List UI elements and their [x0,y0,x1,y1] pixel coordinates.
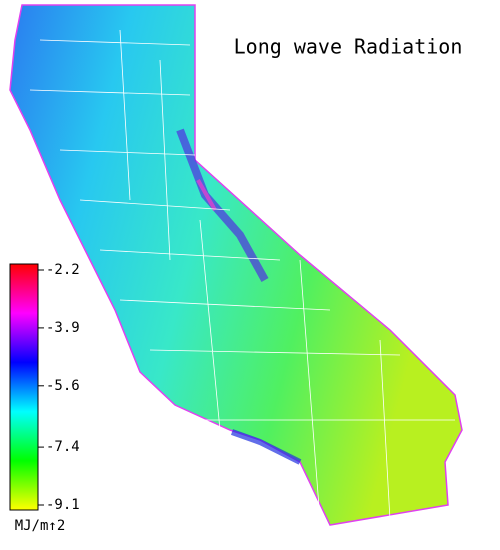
colorbar-tick-label: -5.6 [46,378,80,394]
sierra-band [176,128,269,282]
county-lines [29,29,455,521]
colorbar-tick-label: -3.9 [46,320,80,336]
county-line [29,29,455,521]
coast-band [230,429,302,465]
colorbar-label: MJ/m↑2 [15,518,66,534]
colorbar-tick-label: -7.4 [46,439,80,455]
colorbar-tick-label: -2.2 [46,262,80,278]
colorbar [9,263,39,511]
sierra-peaks [196,179,217,211]
map-title: Long wave Radiation [234,35,463,59]
colorbar-tick-label: -9.1 [46,497,80,513]
